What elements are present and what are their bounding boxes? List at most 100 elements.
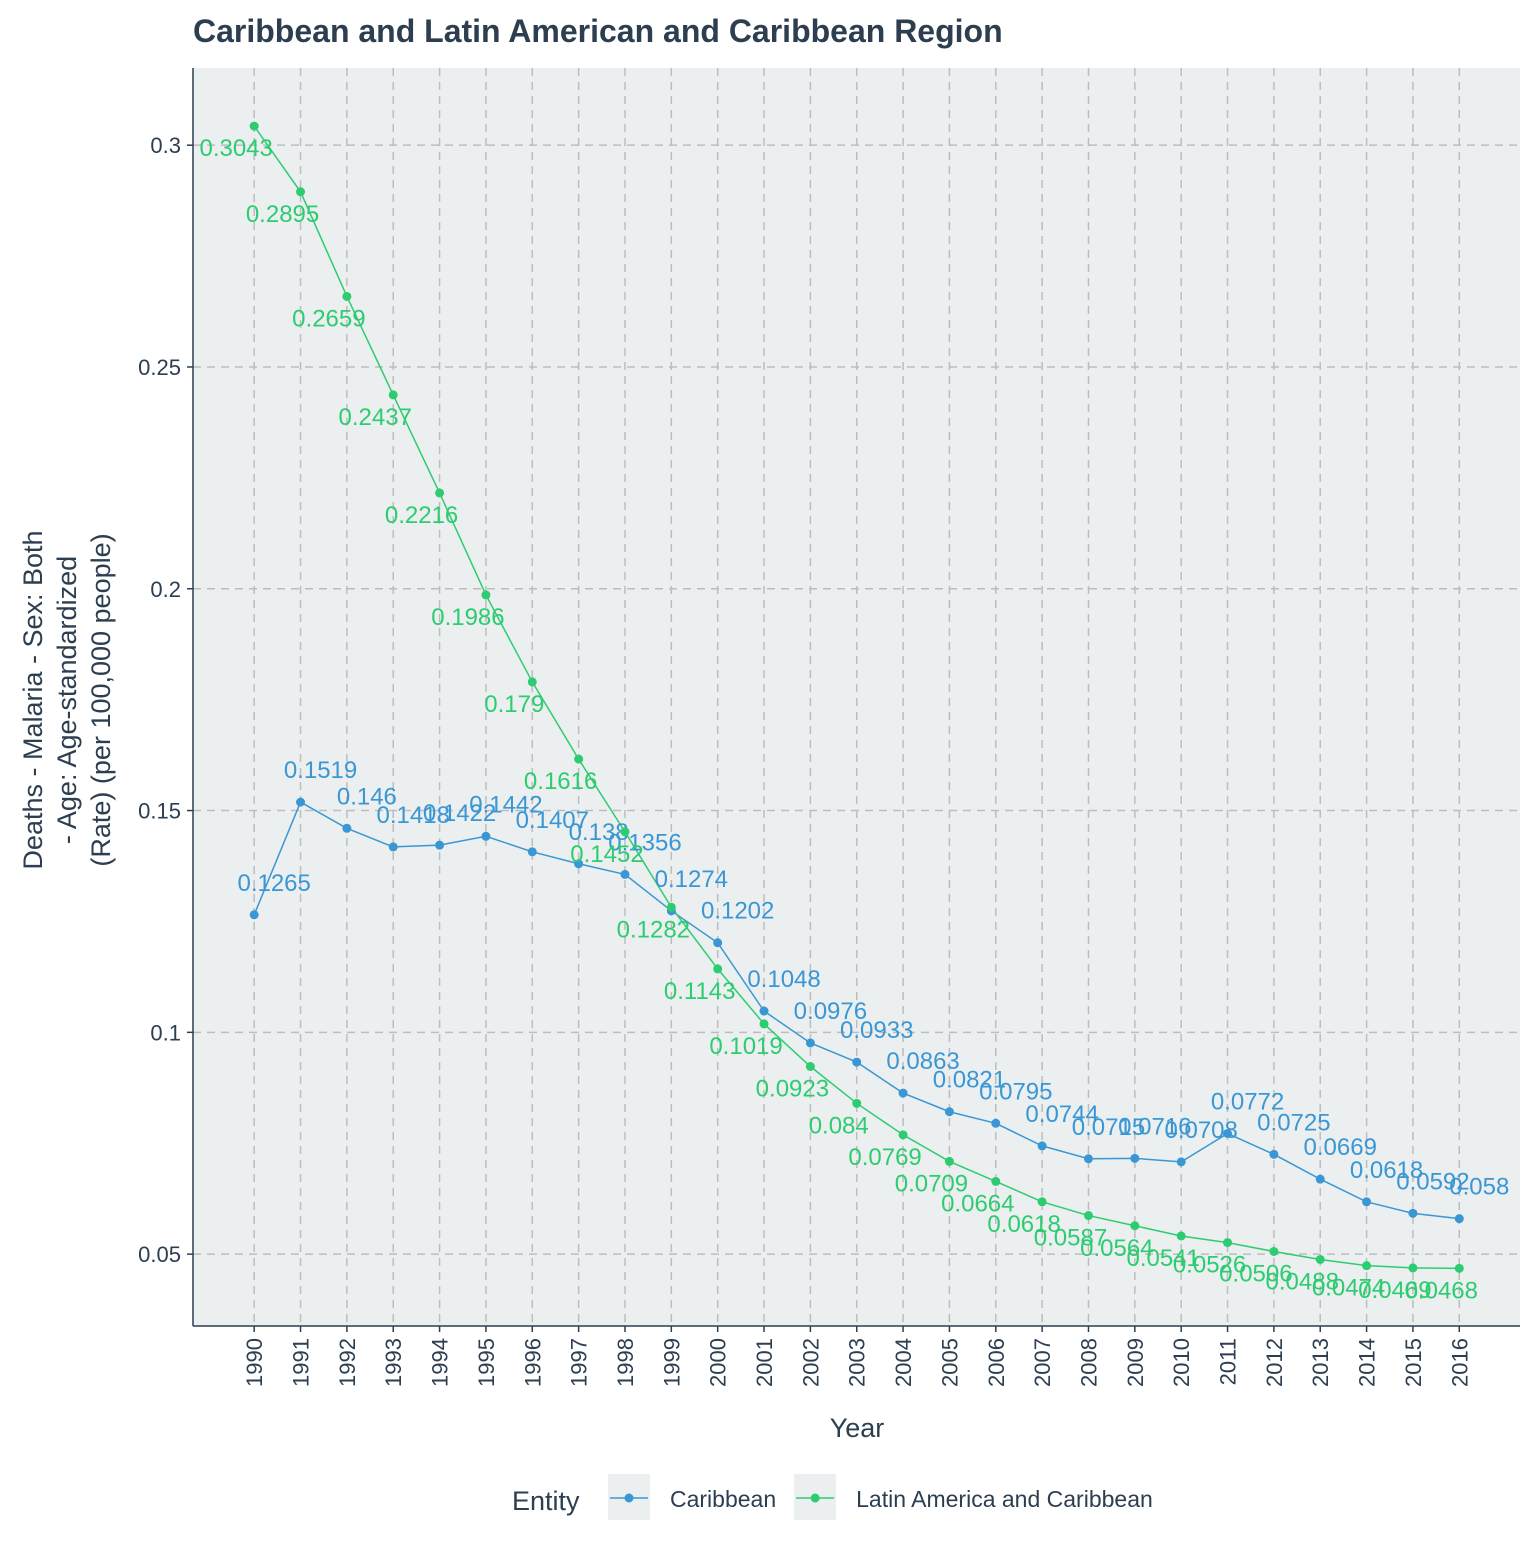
data-point (898, 1088, 908, 1098)
data-point (1408, 1208, 1418, 1218)
data-point (944, 1107, 954, 1117)
data-point (1083, 1211, 1093, 1221)
data-point (898, 1130, 908, 1140)
data-label: 0.084 (809, 1112, 869, 1139)
data-label: 0.0933 (840, 1017, 913, 1044)
data-point (1315, 1174, 1325, 1184)
data-point (991, 1118, 1001, 1128)
x-tick-label: 2005 (937, 1338, 962, 1387)
x-tick-label: 2010 (1169, 1338, 1194, 1387)
x-tick-label: 2015 (1401, 1338, 1426, 1387)
data-label: 0.1274 (655, 866, 728, 893)
data-point (1362, 1197, 1372, 1207)
data-label: 0.0715 (1072, 1114, 1145, 1141)
data-label: 0.2437 (339, 404, 412, 431)
data-label: 0.0821 (933, 1067, 1006, 1094)
data-label: 0.1019 (709, 1033, 782, 1060)
x-tick-label: 1992 (335, 1338, 360, 1387)
data-label: 0.0769 (848, 1144, 921, 1171)
data-label: 0.1356 (608, 829, 681, 856)
data-point (713, 938, 723, 948)
data-label: 0.0526 (1173, 1252, 1246, 1279)
data-point (296, 797, 306, 807)
data-point (527, 677, 537, 687)
data-label: 0.179 (484, 691, 544, 718)
data-point (944, 1156, 954, 1166)
data-label: 0.1418 (377, 802, 450, 829)
data-point (388, 390, 398, 400)
data-label: 0.0618 (1350, 1157, 1423, 1184)
y-axis-title: Deaths - Malaria - Sex: Both - Age: Age-… (18, 530, 116, 869)
data-point (342, 291, 352, 301)
data-point (805, 1062, 815, 1072)
data-point (852, 1098, 862, 1108)
chart-title: Caribbean and Latin American and Caribbe… (193, 13, 1003, 49)
data-label: 0.0709 (895, 1170, 968, 1197)
data-point (296, 187, 306, 197)
data-point (481, 590, 491, 600)
data-label: 0.0469 (1358, 1277, 1431, 1304)
data-label: 0.0716 (1118, 1113, 1191, 1140)
data-point (388, 842, 398, 852)
data-point (620, 869, 630, 879)
data-label: 0.1282 (617, 916, 690, 943)
data-label: 0.0664 (941, 1190, 1014, 1217)
x-tick-label: 2011 (1216, 1338, 1241, 1385)
legend-key-point (810, 1493, 820, 1503)
data-label: 0.0468 (1405, 1277, 1478, 1304)
data-point (1176, 1157, 1186, 1167)
x-tick-label: 2007 (1030, 1338, 1055, 1387)
data-label: 0.0564 (1080, 1235, 1153, 1262)
data-point (1454, 1263, 1464, 1273)
data-point (574, 754, 584, 764)
data-label: 0.058 (1449, 1174, 1509, 1201)
data-point (249, 121, 259, 131)
y-axis-title-line: (Rate) (per 100,000 people) (86, 533, 116, 866)
x-tick-label: 1990 (242, 1338, 267, 1387)
data-label: 0.0541 (1126, 1245, 1199, 1272)
x-tick-label: 2012 (1262, 1338, 1287, 1387)
x-tick-label: 1995 (474, 1338, 499, 1387)
y-axis-title-line: - Age: Age-standardized (52, 556, 82, 844)
data-point (249, 910, 259, 920)
data-label: 0.0618 (987, 1211, 1060, 1238)
x-tick-label: 1993 (381, 1338, 406, 1387)
x-tick-label: 2013 (1308, 1338, 1333, 1387)
x-tick-label: 1994 (428, 1338, 453, 1387)
x-tick-label: 1997 (567, 1338, 592, 1387)
data-label: 0.0669 (1304, 1134, 1377, 1161)
data-point (1130, 1221, 1140, 1231)
data-point (1362, 1261, 1372, 1271)
data-label: 0.0923 (756, 1076, 829, 1103)
x-tick-label: 2003 (845, 1338, 870, 1387)
data-point (1037, 1141, 1047, 1151)
x-tick-label: 2016 (1447, 1338, 1472, 1387)
data-label: 0.0474 (1312, 1275, 1385, 1302)
x-tick-label: 1991 (289, 1338, 314, 1387)
y-axis-title-line: Deaths - Malaria - Sex: Both (18, 530, 48, 869)
data-point (759, 1006, 769, 1016)
y-tick-label: 0.25 (138, 355, 181, 380)
data-label: 0.0488 (1266, 1268, 1339, 1295)
data-point (527, 847, 537, 857)
data-label: 0.0587 (1034, 1225, 1107, 1252)
data-label: 0.0725 (1257, 1109, 1330, 1136)
x-tick-label: 1998 (613, 1338, 638, 1387)
data-label: 0.1452 (570, 841, 643, 868)
data-label: 0.2659 (292, 305, 365, 332)
legend-title: Entity (512, 1486, 580, 1516)
legend-label: Latin America and Caribbean (856, 1486, 1153, 1512)
y-tick-label: 0.1 (150, 1020, 181, 1045)
data-point (1223, 1238, 1233, 1248)
x-tick-label: 1996 (520, 1338, 545, 1387)
data-label: 0.2895 (246, 201, 319, 228)
data-point (1130, 1153, 1140, 1163)
data-point (713, 964, 723, 974)
x-tick-label: 2008 (1076, 1338, 1101, 1387)
data-point (1269, 1149, 1279, 1159)
data-label: 0.0976 (794, 998, 867, 1025)
data-label: 0.1422 (423, 800, 496, 827)
data-point (435, 840, 445, 850)
data-label: 0.1986 (431, 604, 504, 631)
data-label: 0.1407 (516, 807, 589, 834)
